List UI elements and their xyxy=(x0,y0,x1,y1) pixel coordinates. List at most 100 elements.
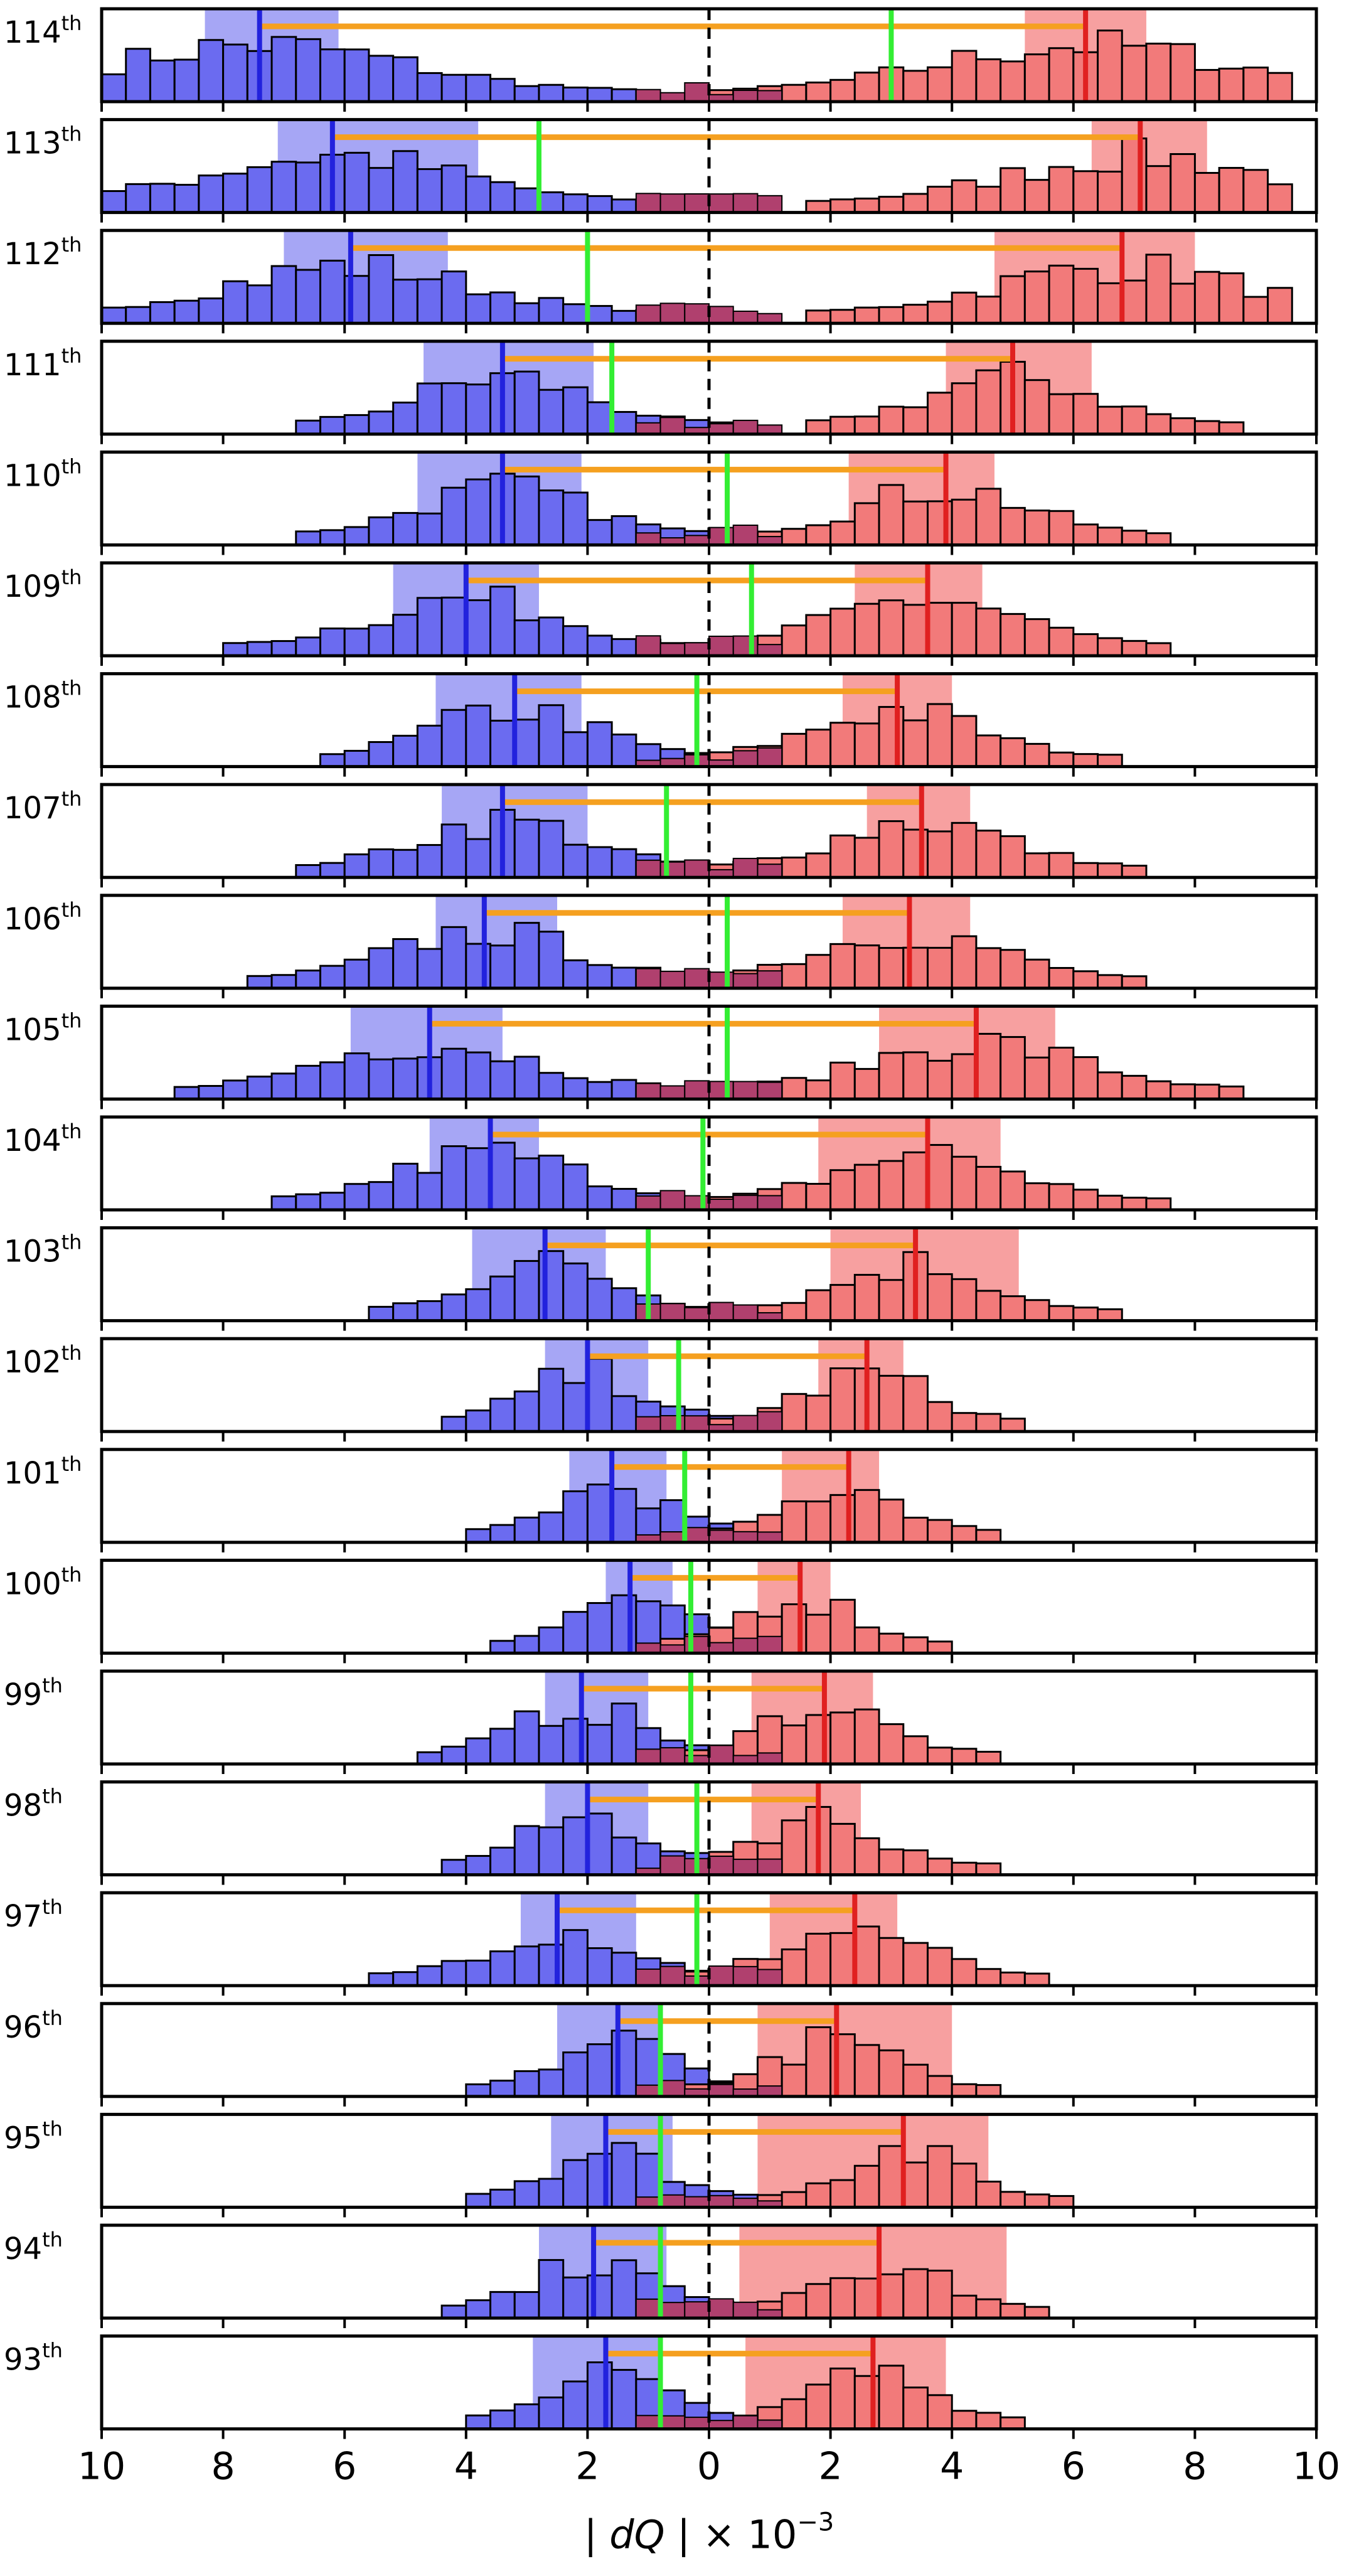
panel-label-suffix: th xyxy=(61,1563,82,1586)
panel-label-number: 93 xyxy=(4,2343,42,2378)
negative-hist-bar xyxy=(440,2304,467,2319)
positive-hist-bar xyxy=(951,2294,978,2319)
negative-hist-bar xyxy=(465,1147,492,1211)
positive-hist-bar xyxy=(951,1412,978,1433)
negative-hist-bar xyxy=(465,2299,492,2319)
negative-hist-bar xyxy=(270,161,297,214)
positive-hist-bar xyxy=(1193,1083,1220,1100)
positive-hist-bar xyxy=(878,947,905,990)
panel-label-suffix: th xyxy=(42,1895,63,1919)
negative-hist-bar xyxy=(562,959,589,990)
negative-hist-bar xyxy=(611,198,637,214)
x-axis-label: | dQ | × 10−3 xyxy=(584,2508,834,2558)
positive-hist-bar xyxy=(1048,751,1075,768)
overlap-hist-bar xyxy=(732,193,759,213)
negative-hist-bar xyxy=(319,1061,346,1100)
positive-hist-bar xyxy=(853,415,880,436)
positive-hist-bar xyxy=(829,2179,856,2208)
panel-label: 110th xyxy=(4,454,82,493)
overlap-hist-bar xyxy=(635,88,661,103)
positive-hist-bar xyxy=(902,1051,929,1100)
x-axis-label-exponent: −3 xyxy=(797,2508,834,2537)
negative-hist-bar xyxy=(611,1287,637,1322)
panel-label-number: 105 xyxy=(4,1012,61,1047)
negative-hist-bar xyxy=(562,2051,589,2098)
negative-hist-bar xyxy=(465,1051,492,1100)
overlap-hist-bar xyxy=(708,306,734,324)
negative-hist-bar xyxy=(440,270,467,324)
positive-hist-bar xyxy=(1023,852,1050,879)
negative-hist-bar xyxy=(586,1483,613,1544)
negative-hist-bar xyxy=(586,195,613,214)
negative-hist-bar xyxy=(343,853,370,879)
negative-hist-bar xyxy=(149,183,176,214)
negative-hist-bar xyxy=(489,1846,516,1876)
positive-hist-bar xyxy=(975,1413,1002,1433)
negative-hist-bar xyxy=(222,173,248,214)
overlap-hist-bar xyxy=(659,643,686,657)
negative-hist-bar xyxy=(319,1192,346,1211)
positive-hist-bar xyxy=(878,1848,905,1876)
positive-hist-bar xyxy=(1072,1056,1099,1100)
panel-98: 98th xyxy=(4,1780,1318,1885)
panel-label-suffix: th xyxy=(61,1008,82,1032)
panel-label-number: 96 xyxy=(4,2010,42,2045)
panel-label: 112th xyxy=(4,233,82,272)
panel-label-suffix: th xyxy=(42,1674,63,1697)
positive-hist-bar xyxy=(1023,379,1050,436)
positive-hist-bar xyxy=(829,1169,856,1211)
negative-hist-bar xyxy=(416,278,443,324)
negative-hist-bar xyxy=(319,48,346,103)
panel-99: 99th xyxy=(4,1669,1318,1774)
overlap-hist-bar xyxy=(659,1531,686,1543)
positive-hist-bar xyxy=(829,2277,856,2319)
positive-hist-bar xyxy=(829,1598,856,1654)
negative-hist-bar xyxy=(538,1155,565,1211)
x-tick-label: 6 xyxy=(333,2445,356,2489)
positive-hist-bar xyxy=(1170,282,1196,324)
negative-hist-bar xyxy=(149,59,176,103)
negative-hist-bar xyxy=(538,616,565,657)
panel-label-suffix: th xyxy=(61,565,82,589)
positive-hist-bar xyxy=(805,1932,832,1987)
negative-hist-bar xyxy=(270,974,297,990)
positive-hist-bar xyxy=(1121,279,1148,324)
panel-97: 97th xyxy=(4,1891,1318,1996)
overlap-hist-bar xyxy=(708,193,734,213)
panel-label-number: 104 xyxy=(4,1123,61,1158)
panel-label: 96th xyxy=(4,2006,63,2045)
panel-label-number: 95 xyxy=(4,2120,42,2156)
negative-hist-bar xyxy=(343,749,370,768)
overlap-hist-bar xyxy=(635,422,661,435)
positive-hist-bar xyxy=(975,830,1002,879)
negative-hist-bar xyxy=(562,86,589,103)
positive-hist-bar xyxy=(951,382,978,436)
x-tick-label: 2 xyxy=(819,2445,843,2489)
positive-hist-bar xyxy=(1267,183,1293,214)
negative-hist-bar xyxy=(465,704,492,768)
positive-hist-bar xyxy=(902,719,929,768)
negative-hist-bar xyxy=(538,2178,565,2208)
negative-hist-bar xyxy=(246,1076,273,1100)
positive-hist-bar xyxy=(1097,862,1123,879)
negative-hist-bar xyxy=(562,1611,589,1654)
panel-label: 97th xyxy=(4,1895,63,1934)
negative-hist-bar xyxy=(465,175,492,214)
negative-hist-bar xyxy=(368,254,395,324)
negative-hist-bar xyxy=(368,1181,395,1211)
overlap-hist-bar xyxy=(684,2301,710,2319)
positive-hist-bar xyxy=(1072,633,1099,657)
overlap-hist-bar xyxy=(732,310,759,324)
negative-hist-bar xyxy=(125,183,151,214)
negative-hist-bar xyxy=(416,1965,443,1987)
panel-label: 104th xyxy=(4,1120,82,1158)
positive-hist-bar xyxy=(1000,612,1026,657)
panel-label-suffix: th xyxy=(61,233,82,257)
positive-hist-bar xyxy=(829,1932,856,1987)
negative-hist-bar xyxy=(465,478,492,546)
negative-hist-bar xyxy=(611,2142,637,2208)
positive-hist-bar xyxy=(1072,862,1099,879)
positive-hist-bar xyxy=(926,703,953,768)
overlap-hist-bar xyxy=(635,1416,661,1433)
positive-hist-bar xyxy=(975,369,1002,436)
